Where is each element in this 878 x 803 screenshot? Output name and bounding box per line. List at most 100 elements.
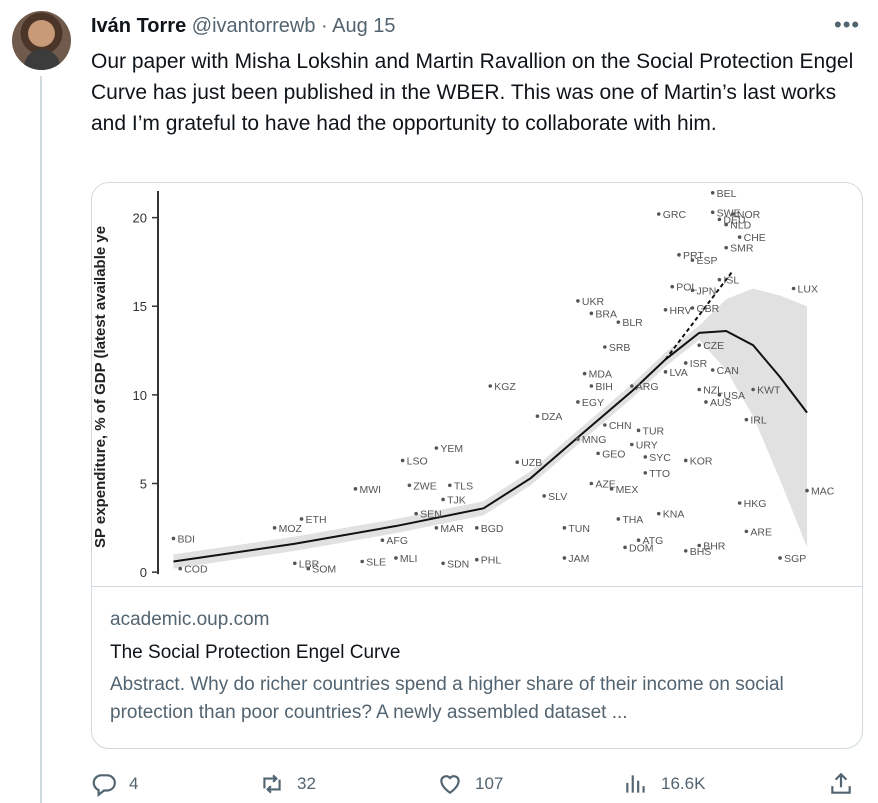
point-label: ISL	[723, 275, 739, 287]
point-marker	[724, 245, 728, 250]
point-marker	[293, 561, 297, 566]
data-point: POL	[670, 282, 697, 294]
point-marker	[434, 526, 439, 530]
data-point: LSO	[400, 455, 428, 467]
more-icon[interactable]: •••	[834, 12, 861, 37]
point-label: DEU	[723, 214, 745, 226]
point-label: MWI	[359, 484, 381, 496]
data-point: DOM	[623, 542, 654, 554]
view-count: 16.6K	[661, 774, 706, 793]
point-marker	[690, 288, 695, 293]
data-point: CHN	[603, 420, 632, 432]
point-label: THA	[622, 514, 643, 526]
point-label: MAC	[811, 486, 835, 498]
data-point: BHS	[683, 546, 712, 558]
point-marker	[724, 222, 728, 227]
tweet-date[interactable]: Aug 15	[332, 15, 396, 37]
point-marker	[805, 488, 809, 493]
point-label: DZA	[541, 411, 562, 423]
reply-icon	[92, 774, 116, 797]
point-marker	[582, 371, 587, 376]
point-marker	[663, 370, 668, 374]
data-point: ARE	[744, 526, 772, 538]
point-label: BHS	[690, 546, 712, 558]
point-marker	[353, 487, 358, 491]
author-name[interactable]: Iván Torre	[91, 15, 187, 37]
point-marker	[744, 529, 749, 534]
data-point: GBR	[690, 303, 720, 315]
point-label: TTO	[649, 468, 670, 480]
point-marker	[448, 483, 452, 488]
point-label: URY	[636, 440, 658, 452]
point-marker	[737, 501, 742, 505]
data-point: MOZ	[272, 523, 302, 535]
data-point: ARG	[630, 381, 659, 393]
point-marker	[717, 277, 722, 282]
point-marker	[697, 387, 701, 392]
point-label: SLV	[548, 491, 567, 503]
point-label: MNG	[582, 434, 607, 446]
data-point: ZWE	[407, 480, 437, 492]
data-point: UZB	[515, 457, 542, 469]
point-marker	[663, 307, 668, 312]
point-label: HRV	[670, 305, 692, 317]
data-point: BHR	[697, 541, 726, 553]
point-marker	[710, 210, 715, 215]
point-marker	[434, 446, 439, 450]
chart-image: SP expenditure, % of GDP (latest availab…	[92, 183, 862, 587]
point-label: USA	[723, 390, 745, 402]
point-marker	[656, 212, 661, 216]
like-icon	[440, 775, 460, 794]
point-label: ZWE	[413, 480, 436, 492]
point-label: SMR	[730, 243, 754, 255]
point-marker	[670, 284, 675, 289]
point-marker	[710, 190, 715, 195]
data-point: KNA	[656, 509, 684, 521]
point-marker	[744, 417, 749, 422]
share-button[interactable]	[828, 768, 854, 800]
point-label: KGZ	[494, 381, 516, 393]
point-label: GBR	[696, 303, 719, 315]
y-axis: 0 5 10 15 20	[133, 191, 159, 580]
like-count: 107	[475, 774, 504, 793]
author-handle[interactable]: @ivantorrewb	[191, 15, 316, 37]
avatar[interactable]	[12, 11, 71, 70]
data-point: SLV	[542, 491, 567, 503]
views-button[interactable]: 16.6K	[623, 768, 705, 800]
like-button[interactable]: 107	[437, 768, 503, 800]
point-label: MLI	[400, 553, 418, 565]
y-tick-label: 10	[133, 388, 147, 403]
point-marker	[562, 556, 567, 560]
data-point: SEN	[414, 509, 442, 521]
point-label: YEM	[440, 443, 463, 455]
separator-dot: ·	[321, 15, 328, 37]
point-marker	[407, 483, 412, 488]
data-point: KOR	[683, 455, 713, 467]
data-point: USA	[717, 390, 745, 402]
point-marker	[751, 387, 755, 392]
point-marker	[697, 543, 701, 548]
data-point: BIH	[589, 381, 613, 393]
link-card[interactable]: SP expenditure, % of GDP (latest availab…	[91, 182, 863, 749]
point-label: SOM	[312, 564, 336, 576]
point-label: CZE	[703, 340, 724, 352]
point-label: ETH	[306, 514, 327, 526]
point-marker	[690, 306, 695, 310]
repost-button[interactable]: 32	[259, 768, 316, 800]
data-point: MNG	[576, 434, 606, 446]
point-marker	[562, 526, 567, 530]
point-marker	[306, 566, 311, 571]
reply-button[interactable]: 4	[91, 768, 138, 800]
data-point: SGP	[778, 553, 806, 565]
point-marker	[717, 393, 722, 397]
point-marker	[589, 481, 594, 486]
point-label: KOR	[690, 455, 713, 467]
data-point: JAM	[562, 553, 589, 565]
point-marker	[360, 559, 365, 564]
point-label: EGY	[582, 397, 604, 409]
point-marker	[636, 538, 641, 543]
point-marker	[791, 286, 796, 291]
point-label: KWT	[757, 385, 781, 397]
point-label: ATG	[643, 535, 664, 547]
